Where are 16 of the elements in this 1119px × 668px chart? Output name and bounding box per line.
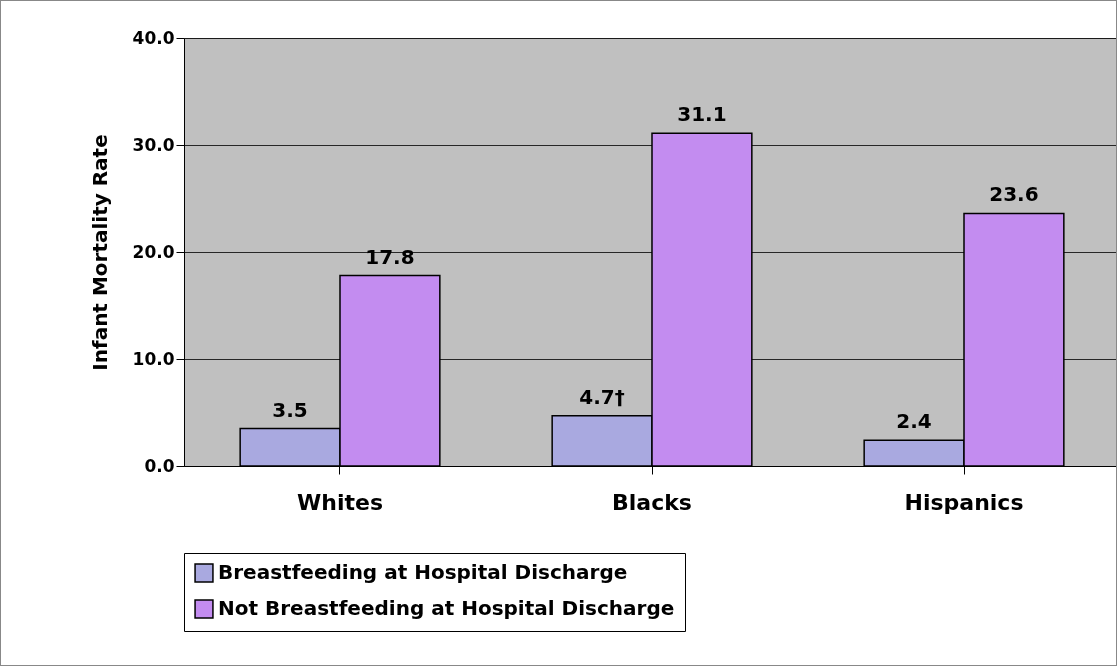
y-tick-label: 30.0	[132, 134, 175, 155]
data-label: 31.1	[677, 102, 727, 127]
x-tick-label: Hispanics	[904, 489, 1024, 515]
data-label: 4.7†	[579, 384, 625, 409]
y-tick-label: 0.0	[144, 455, 175, 476]
x-tick-label: Blacks	[612, 489, 692, 515]
legend-label: Not Breastfeeding at Hospital Discharge	[218, 596, 675, 620]
x-tick-label: Whites	[296, 489, 384, 515]
legend-label: Breastfeeding at Hospital Discharge	[218, 560, 628, 584]
data-label: 3.5	[272, 397, 308, 422]
y-tick-label: 10.0	[132, 348, 175, 369]
y-axis-title: Infant Mortality Rate	[87, 134, 112, 371]
data-label: 2.4	[896, 409, 932, 434]
data-label: 23.6	[989, 182, 1039, 207]
y-tick-label: 40.0	[132, 27, 175, 48]
y-tick-label: 20.0	[132, 241, 175, 262]
